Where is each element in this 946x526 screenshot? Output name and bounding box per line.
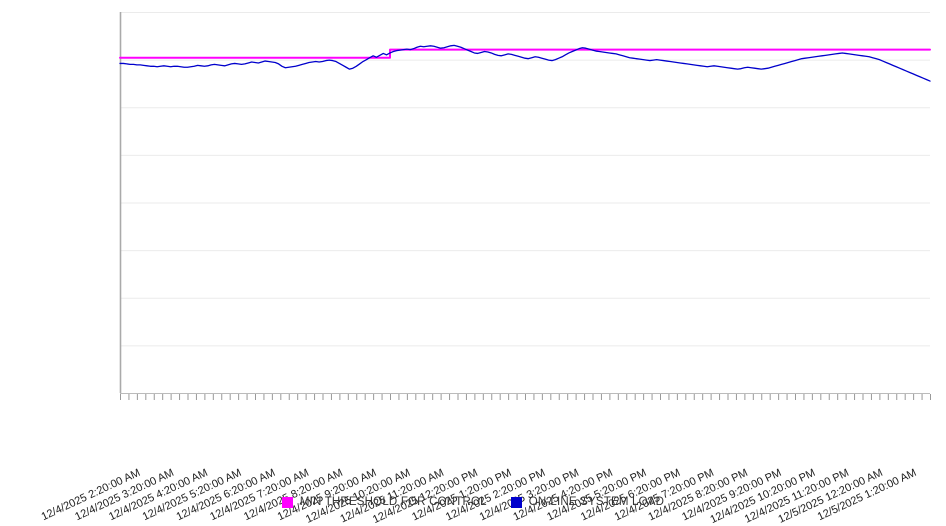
- legend-item-min-threshold-for-control[interactable]: MIN THRESHOLD FOR CONTROL: [281, 496, 487, 508]
- legend-label-min-threshold: MIN THRESHOLD FOR CONTROL: [299, 496, 487, 508]
- series-group: [119, 44, 931, 82]
- legend-swatch-icon-min-threshold: [281, 496, 293, 508]
- chart-legend: MIN THRESHOLD FOR CONTROL ON-LINE SYSTEM…: [0, 496, 946, 508]
- series-line-on-line-system-load: [119, 44, 931, 82]
- legend-swatch-icon-system-load: [510, 496, 522, 508]
- legend-label-system-load: ON-LINE SYSTEM LOAD: [528, 496, 665, 508]
- legend-item-on-line-system-load[interactable]: ON-LINE SYSTEM LOAD: [510, 496, 665, 508]
- series-line-min-threshold-for-control: [119, 48, 931, 59]
- x-axis-ticks: [120, 394, 931, 400]
